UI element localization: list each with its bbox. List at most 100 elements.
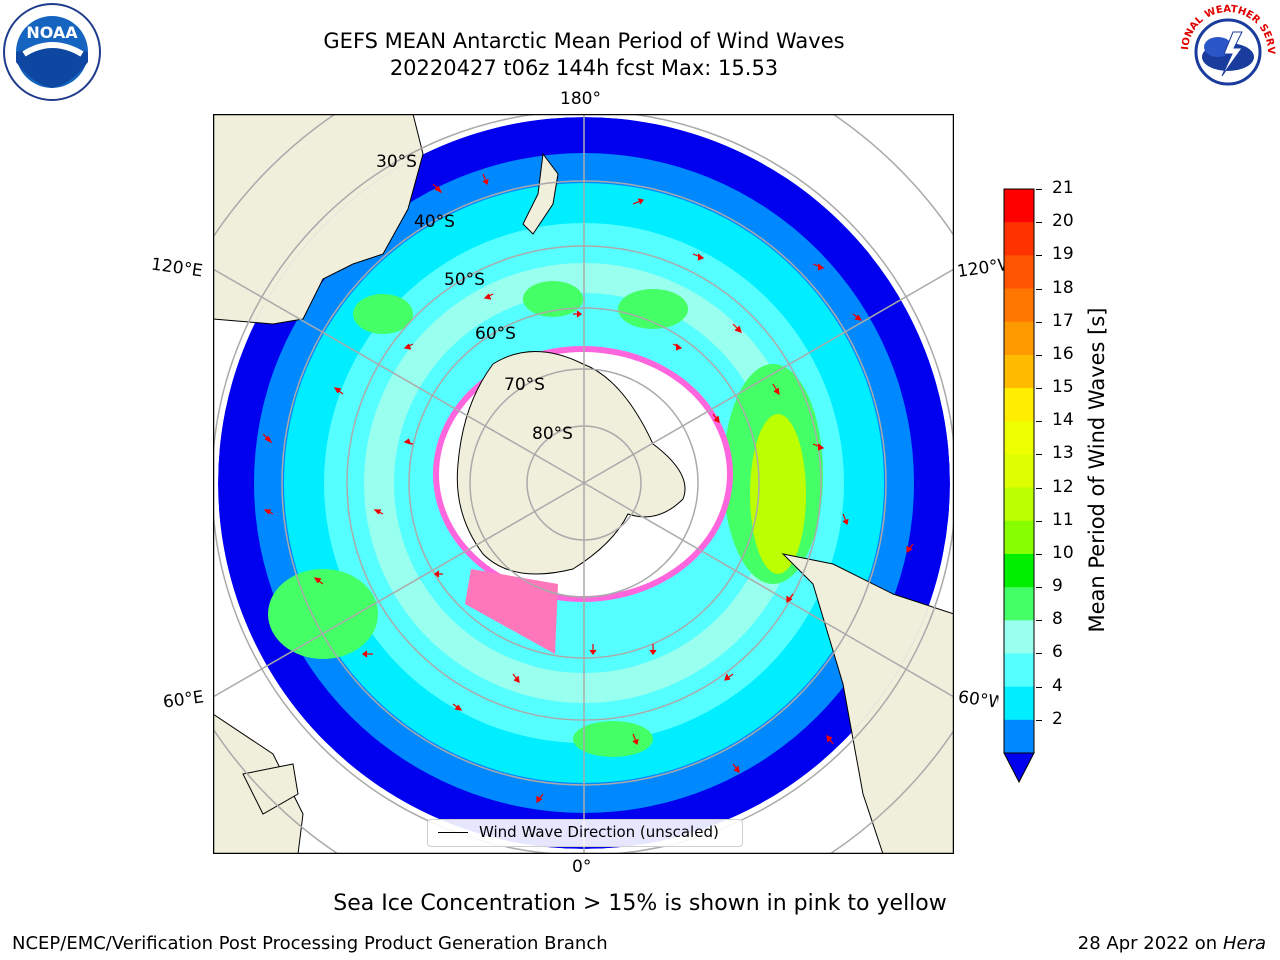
svg-text:NOAA: NOAA: [26, 23, 78, 42]
wave-arrow: [852, 313, 863, 321]
colorbar-tick-mark: [1036, 288, 1042, 290]
graticule: [213, 114, 954, 854]
wave-arrow: [812, 443, 825, 451]
wave-arrow: [262, 433, 273, 444]
colorbar-segment: [1004, 487, 1034, 522]
wave-arrow: [712, 413, 720, 423]
colorbar-segment: [1004, 719, 1034, 754]
wave-arrow: [649, 644, 657, 655]
colorbar-tick-mark: [1036, 487, 1042, 489]
wave-arrow: [373, 509, 384, 515]
colorbar-segment: [1004, 255, 1034, 290]
colorbar: [1002, 188, 1036, 784]
colorbar-tick-label: 12: [1052, 476, 1074, 497]
colorbar-tick-label: 11: [1052, 509, 1074, 530]
wave-arrow: [632, 198, 645, 205]
colorbar-segment: [1004, 354, 1034, 389]
colorbar-extension: [1003, 752, 1035, 784]
lon-label-60w: 60°W: [956, 687, 1000, 713]
colorbar-tick-label: 10: [1052, 542, 1074, 563]
chart-title: GEFS MEAN Antarctic Mean Period of Wind …: [323, 29, 845, 53]
host-name: Hera: [1222, 933, 1266, 954]
wave-arrow: [589, 644, 597, 655]
lon-label-60e: 60°E: [161, 687, 206, 713]
colorbar-tick-label: 2: [1052, 708, 1063, 729]
colorbar-tick-mark: [1036, 653, 1042, 655]
colorbar-tick-mark: [1036, 520, 1042, 522]
colorbar-tick-mark: [1036, 255, 1042, 257]
polar-map-svg: [213, 114, 954, 854]
colorbar-segment: [1004, 620, 1034, 654]
colorbar-border: [1003, 188, 1035, 754]
chart-subtitle: 20220427 t06z 144h fcst Max: 15.53: [389, 56, 779, 80]
colorbar-tick-mark: [1036, 222, 1042, 224]
wave-arrow: [403, 343, 414, 350]
polar-map: [213, 114, 955, 855]
lat-label-50s: 50°S: [444, 270, 485, 290]
weddell-sea-ice: [465, 569, 558, 654]
wave-arrow: [732, 763, 740, 773]
colorbar-tick-label: 13: [1052, 443, 1074, 464]
wave-arrow: [512, 673, 520, 683]
lon-label-180: 180°: [560, 89, 601, 109]
colorbar-tick-mark: [1036, 719, 1042, 721]
colorbar-tick-mark: [1036, 587, 1042, 589]
colorbar-segment: [1004, 321, 1034, 356]
wave-arrow: [482, 173, 489, 186]
date-text: 28 Apr 2022 on Hera: [1078, 933, 1266, 954]
wave-arrow: [632, 733, 639, 746]
antarctica-land: [456, 351, 686, 575]
colorbar-segment: [1004, 388, 1034, 422]
wave-arrow: [483, 293, 494, 300]
colorbar-tick-label: 6: [1052, 642, 1063, 663]
wave-arrow: [812, 263, 825, 271]
colorbar-tick-label: 15: [1052, 377, 1074, 398]
colorbar-svg: [1003, 188, 1035, 784]
wave-arrow: [313, 577, 324, 585]
colorbar-tick-label: 20: [1052, 211, 1074, 232]
wave-arrow: [842, 513, 849, 526]
new-zealand-land: [522, 152, 559, 235]
colorbar-tick-label: 16: [1052, 343, 1074, 364]
sea-ice-note: Sea Ice Concentration > 15% is shown in …: [333, 891, 947, 916]
colorbar-tick-label: 8: [1052, 609, 1063, 630]
lat-label-30s: 30°S: [376, 152, 417, 172]
wave-arrow: [573, 310, 582, 318]
colorbar-tick-mark: [1036, 620, 1042, 622]
wave-arrow: [826, 735, 834, 745]
wind-wave-arrows: [262, 173, 914, 804]
wave-arrow: [432, 183, 443, 194]
lon-label-120e: 120°E: [149, 254, 204, 282]
wave-arrow: [732, 323, 742, 333]
legend-label: Wind Wave Direction (unscaled): [479, 823, 719, 841]
lat-label-70s: 70°S: [504, 375, 545, 395]
colorbar-segment: [1004, 686, 1034, 721]
credit-text: NCEP/EMC/Verification Post Processing Pr…: [12, 933, 608, 954]
wave-arrow: [536, 793, 544, 804]
colorbar-segment: [1004, 553, 1034, 588]
lat-label-40s: 40°S: [414, 212, 455, 232]
wave-arrow: [672, 343, 683, 351]
colorbar-segment: [1004, 653, 1034, 688]
colorbar-tick-label: 21: [1052, 178, 1074, 198]
wave-arrow: [333, 387, 344, 395]
wave-arrow: [434, 570, 443, 578]
lat-label-80s: 80°S: [532, 424, 573, 444]
colorbar-segment: [1004, 454, 1034, 489]
wave-arrow: [362, 650, 373, 658]
colorbar-tick-mark: [1036, 189, 1042, 190]
wave-arrow: [772, 383, 780, 396]
colorbar-tick-mark: [1036, 321, 1042, 323]
colorbar-segment: [1004, 288, 1034, 323]
colorbar-segment: [1004, 421, 1034, 455]
map-frame: [213, 114, 954, 854]
colorbar-segment: [1004, 189, 1034, 223]
wave-arrow: [452, 703, 463, 711]
wave-arrow: [692, 253, 705, 261]
legend-line-icon: [438, 832, 468, 833]
date-value: 28 Apr 2022 on: [1077, 933, 1223, 954]
colorbar-label: Mean Period of Wind Waves [s]: [1085, 307, 1109, 633]
colorbar-tick-label: 18: [1052, 277, 1074, 298]
noaa-logo: NOAA: [2, 2, 102, 102]
colorbar-tick-mark: [1036, 686, 1042, 688]
